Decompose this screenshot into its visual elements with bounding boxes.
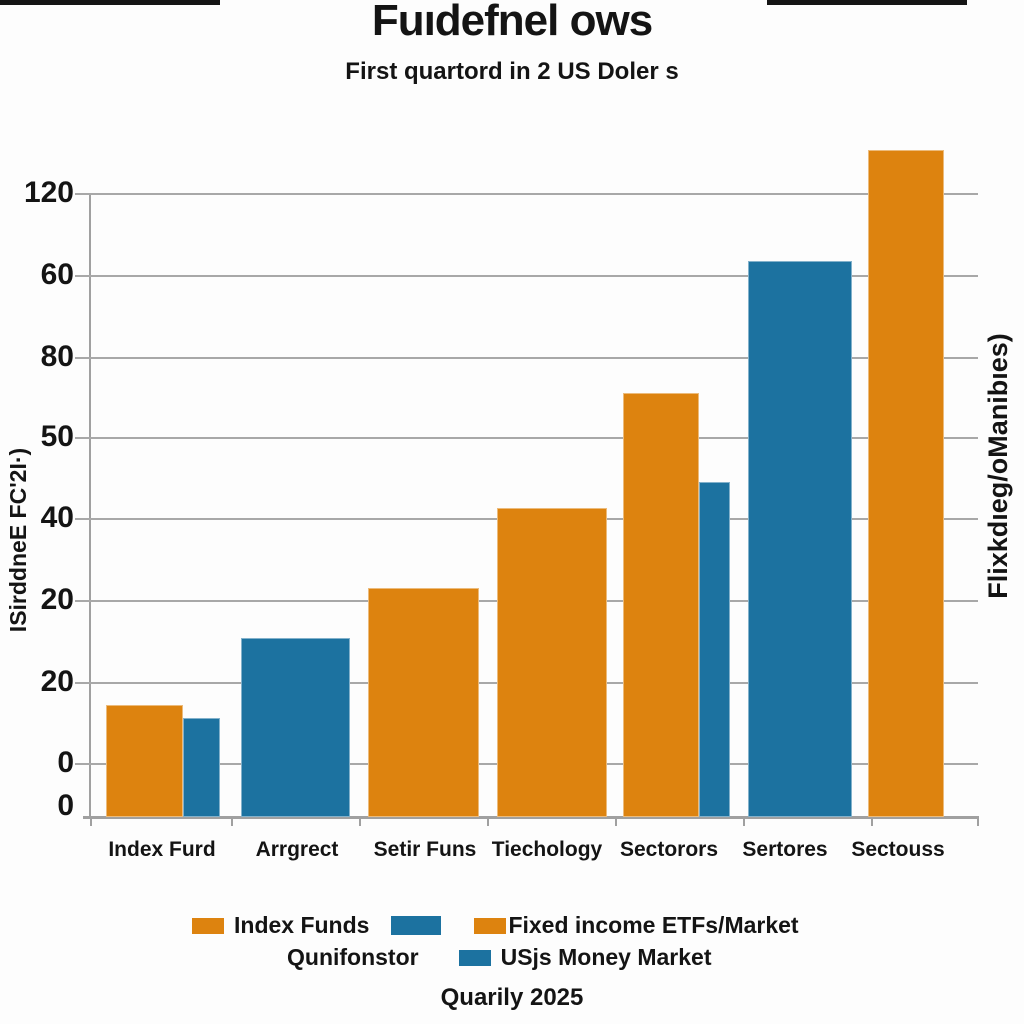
gridline: [75, 437, 978, 439]
legend-label: USjs Money Market: [500, 944, 712, 970]
legend-label: Index Funds: [234, 912, 370, 938]
x-axis-tick: [871, 817, 873, 826]
gridline: [75, 357, 978, 359]
x-axis-category-label: Index Furd: [108, 838, 216, 861]
y-axis-line: [89, 193, 91, 818]
x-axis-tick: [359, 817, 361, 826]
bar-blue: [183, 718, 220, 817]
y-tick-label: 40: [40, 501, 74, 534]
right-axis-label: Flixkdıeg/oManibıes): [983, 333, 1013, 599]
legend-item: USjs Money Market: [458, 944, 712, 971]
blue-legend-swatch: [458, 949, 491, 966]
legend-row-2: Qunifonstor USjs Money Market: [287, 944, 712, 971]
x-axis-category-label: Tiechology: [491, 838, 603, 861]
bar-orange: [106, 705, 183, 817]
bar-orange: [868, 150, 944, 817]
x-axis-tick: [231, 817, 233, 826]
legend-item: Fixed income ETFs/Market: [474, 912, 799, 939]
top-edge-artifact: [0, 0, 220, 5]
y-tick-label: 50: [40, 420, 74, 453]
x-axis-tick: [487, 817, 489, 826]
x-axis-category-label: Setir Funs: [373, 838, 477, 861]
legend-label: Qunifonstor: [287, 944, 419, 970]
x-axis-tick: [615, 817, 617, 826]
y-tick-label: 20: [40, 583, 74, 616]
legend-label: Fixed income ETFs/Market: [508, 912, 799, 938]
bar-blue: [699, 482, 730, 817]
legend-item: Index Funds: [192, 912, 369, 939]
gridline: [75, 275, 978, 277]
bar-orange: [368, 588, 479, 817]
chart-title: Fuıdefnel ows: [371, 0, 653, 45]
bar-blue: [748, 261, 852, 817]
footer-caption: Quarily 2025: [440, 984, 584, 1011]
bar-orange: [497, 508, 607, 817]
y-tick-label: 60: [40, 258, 74, 291]
bar-blue: [241, 638, 350, 817]
y-tick-label: 120: [23, 176, 74, 209]
bar-orange: [623, 393, 699, 817]
legend-row-1: Index Funds Fixed income ETFs/Market: [192, 912, 799, 939]
blue-legend-swatch: [391, 916, 442, 935]
legend-item: Qunifonstor: [287, 944, 419, 971]
y-tick-label: 20: [40, 665, 74, 698]
x-axis-category-label: Sectouss: [851, 838, 945, 861]
x-axis-tick: [743, 817, 745, 826]
x-axis-tick: [90, 817, 92, 826]
x-axis-line: [83, 816, 979, 819]
y-tick-label: 80: [40, 340, 74, 373]
y-tick-label: 0: [57, 789, 74, 822]
orange-legend-swatch: [192, 917, 224, 934]
chart-subtitle: First quartord in 2 US Doler s: [345, 58, 679, 85]
top-edge-artifact: [767, 0, 967, 5]
orange-legend-swatch: [474, 917, 507, 934]
x-axis-category-label: Sertores: [742, 838, 828, 861]
x-axis-tick: [977, 817, 979, 826]
x-axis-category-label: Arrgrect: [255, 838, 339, 861]
legend-item: [391, 916, 442, 935]
y-tick-label: 0: [57, 746, 74, 779]
x-axis-category-label: Sectorors: [619, 838, 719, 861]
gridline: [75, 193, 978, 195]
